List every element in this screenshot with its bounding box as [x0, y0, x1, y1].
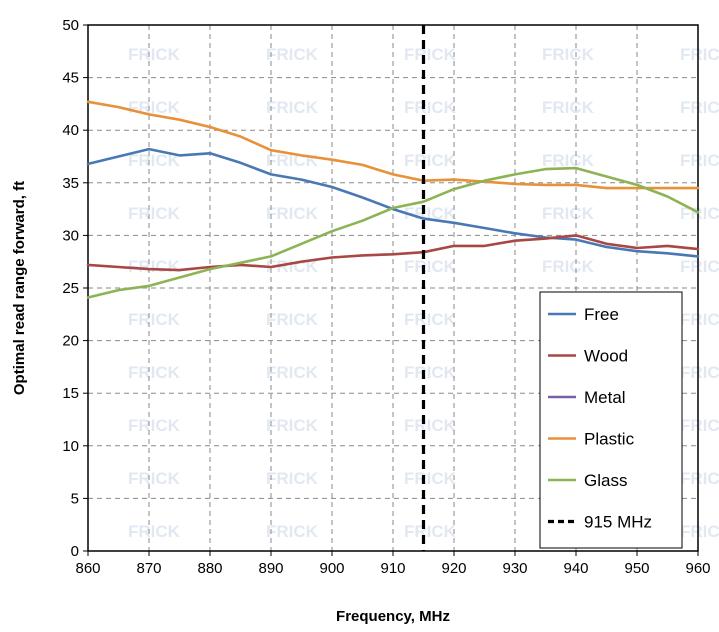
- y-tick-label-25: 25: [62, 280, 79, 297]
- x-tick-label-880: 880: [197, 560, 222, 577]
- watermark-35: FRICK: [128, 416, 181, 435]
- watermark-23: FRICK: [542, 257, 595, 276]
- watermark-1: FRICK: [266, 45, 319, 64]
- x-tick-label-920: 920: [441, 560, 466, 577]
- watermark-36: FRICK: [266, 416, 319, 435]
- watermark-45: FRICK: [128, 522, 181, 541]
- watermark-12: FRICK: [404, 151, 457, 170]
- watermark-29: FRICK: [680, 310, 719, 329]
- legend-label-free: Free: [584, 305, 619, 324]
- watermark-20: FRICK: [128, 257, 181, 276]
- legend-label-wood: Wood: [584, 347, 628, 366]
- y-axis-title: Optimal read range forward, ft: [11, 181, 28, 395]
- watermark-7: FRICK: [404, 98, 457, 117]
- y-tick-label-45: 45: [62, 70, 79, 87]
- watermark-39: FRICK: [680, 416, 719, 435]
- series-line-wood: [86, 234, 700, 272]
- series-line-glass: [86, 166, 700, 299]
- watermark-42: FRICK: [404, 469, 457, 488]
- series-layer: [86, 100, 700, 299]
- watermark-32: FRICK: [404, 363, 457, 382]
- y-tick-label-40: 40: [62, 122, 79, 139]
- watermark-37: FRICK: [404, 416, 457, 435]
- y-tick-label-10: 10: [62, 438, 79, 455]
- watermark-30: FRICK: [128, 363, 181, 382]
- x-tick-label-860: 860: [75, 560, 100, 577]
- watermark-4: FRICK: [680, 45, 719, 64]
- x-tick-label-960: 960: [685, 560, 710, 577]
- tick-layer: 860 870 880 890 900 910 920 930 940 950 960 0 5 10 15 2…: [62, 17, 710, 577]
- watermark-49: FRICK: [680, 522, 719, 541]
- watermark-3: FRICK: [542, 45, 595, 64]
- x-tick-label-890: 890: [258, 560, 283, 577]
- watermark-10: FRICK: [128, 151, 181, 170]
- y-tick-label-30: 30: [62, 227, 79, 244]
- watermark-31: FRICK: [266, 363, 319, 382]
- watermark-34: FRICK: [680, 363, 719, 382]
- watermark-16: FRICK: [266, 204, 319, 223]
- watermark-27: FRICK: [404, 310, 457, 329]
- watermark-22: FRICK: [404, 257, 457, 276]
- y-tick-label-5: 5: [71, 490, 79, 507]
- series-line-plastic: [86, 100, 700, 190]
- y-tick-label-0: 0: [71, 543, 79, 560]
- watermark-14: FRICK: [680, 151, 719, 170]
- y-tick-label-35: 35: [62, 175, 79, 192]
- watermark-8: FRICK: [542, 98, 595, 117]
- x-tick-label-930: 930: [502, 560, 527, 577]
- watermark-9: FRICK: [680, 98, 719, 117]
- watermark-24: FRICK: [680, 257, 719, 276]
- watermark-47: FRICK: [404, 522, 457, 541]
- watermark-6: FRICK: [266, 98, 319, 117]
- legend-box: [539, 291, 683, 549]
- y-tick-label-20: 20: [62, 333, 79, 350]
- legend-label-915-mhz: 915 MHz: [584, 513, 652, 532]
- watermark-44: FRICK: [680, 469, 719, 488]
- y-tick-label-50: 50: [62, 17, 79, 34]
- y-tick-label-15: 15: [62, 385, 79, 402]
- legend-label-metal: Metal: [584, 388, 626, 407]
- x-tick-label-900: 900: [319, 560, 344, 577]
- watermark-2: FRICK: [404, 45, 457, 64]
- watermark-25: FRICK: [128, 310, 181, 329]
- x-tick-label-910: 910: [380, 560, 405, 577]
- watermark-17: FRICK: [404, 204, 457, 223]
- watermark-46: FRICK: [266, 522, 319, 541]
- legend-label-glass: Glass: [584, 471, 627, 490]
- watermark-40: FRICK: [128, 469, 181, 488]
- x-axis-title: Frequency, MHz: [336, 608, 450, 625]
- watermark-13: FRICK: [542, 151, 595, 170]
- x-tick-label-940: 940: [563, 560, 588, 577]
- watermark-0: FRICK: [128, 45, 181, 64]
- watermark-15: FRICK: [128, 204, 181, 223]
- watermark-26: FRICK: [266, 310, 319, 329]
- watermark-18: FRICK: [542, 204, 595, 223]
- watermark-41: FRICK: [266, 469, 319, 488]
- legend-label-plastic: Plastic: [584, 430, 635, 449]
- x-tick-label-950: 950: [624, 560, 649, 577]
- x-tick-label-870: 870: [136, 560, 161, 577]
- legend: Free Wood Metal Plastic Glass 915 MHz: [539, 291, 683, 549]
